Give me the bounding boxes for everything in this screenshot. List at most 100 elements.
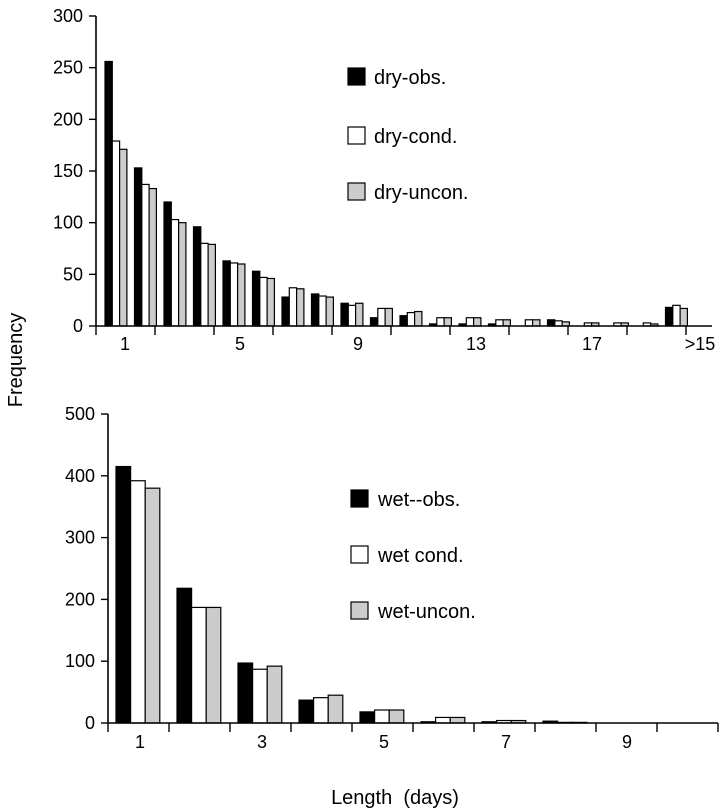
- dry-bar-0-8: [340, 302, 349, 327]
- dry-bar-1-6: [288, 287, 298, 327]
- dry-bar-2-12: [473, 317, 482, 327]
- dry-bar-2-13: [502, 319, 512, 327]
- dry-bar-1-14: [524, 319, 534, 327]
- dry-bar-0-7: [310, 293, 320, 327]
- dry-bar-2-5: [266, 277, 276, 327]
- wet-bar-1-3: [313, 697, 329, 724]
- dry-bar-0-1: [133, 167, 143, 327]
- wet-legend: wet--obs. wet cond. wet-uncon.: [350, 489, 476, 623]
- dry-x-ticks: 1 5 9 13 17 >15: [95, 326, 716, 354]
- dry-bar-0-6: [281, 296, 290, 327]
- dry-bar-2-7: [325, 296, 335, 327]
- legend-swatch-wet-obs: [350, 489, 369, 508]
- wet-bar-0-4: [359, 711, 376, 724]
- wet-bar-0-2: [237, 662, 254, 724]
- dry-x-tick-label-5: >15: [685, 334, 716, 354]
- legend-label-wet-uncon: wet-uncon.: [377, 601, 476, 623]
- x-axis-title: Length (days): [331, 787, 459, 809]
- dry-y-tick-label-2: 100: [53, 213, 83, 233]
- wet-bar-2-1: [205, 606, 222, 724]
- wet-y-tick-label-3: 300: [65, 528, 95, 548]
- wet-bar-2-3: [327, 694, 344, 724]
- wet-bar-1-2: [252, 668, 268, 724]
- dry-bar-1-1: [141, 183, 150, 327]
- y-axis-title: Frequency: [5, 313, 27, 408]
- dry-bar-2-14: [531, 319, 541, 327]
- wet-bar-1-4: [374, 709, 390, 724]
- dry-y-ticks: 0 50 100 150 200 250 300: [53, 6, 96, 336]
- dry-bar-0-5: [251, 270, 261, 327]
- dry-spell-panel: 0 50 100 150 200 250 300 1 5 9 13 17 >15 dry-obs. d…: [53, 6, 715, 354]
- dry-bar-1-10: [406, 311, 416, 327]
- dry-y-tick-label-4: 200: [53, 109, 83, 129]
- legend-swatch-dry-obs: [347, 67, 366, 86]
- dry-y-tick-label-5: 250: [53, 58, 83, 78]
- dry-bar-2-1: [148, 187, 158, 327]
- dry-bar-1-4: [229, 262, 239, 327]
- wet-bar-1-1: [191, 606, 207, 724]
- wet-y-tick-label-1: 100: [65, 651, 95, 671]
- legend-label-dry-obs: dry-obs.: [374, 67, 446, 89]
- dry-bar-1-13: [495, 319, 504, 327]
- dry-y-tick-label-6: 300: [53, 6, 83, 26]
- dry-y-tick-label-1: 50: [63, 264, 83, 284]
- dry-bar-2-0: [118, 148, 128, 327]
- dry-bar-0-19: [664, 306, 674, 327]
- dry-bar-0-0: [104, 60, 113, 327]
- wet-x-ticks: 1 3 5 7 9: [107, 723, 719, 752]
- dry-bar-2-19: [679, 307, 688, 327]
- dry-bar-1-3: [200, 242, 209, 327]
- dry-bar-1-12: [465, 317, 475, 327]
- wet-bar-2-0: [144, 487, 161, 724]
- wet-y-ticks: 0 100 200 300 400 500: [65, 404, 108, 733]
- dry-bar-1-9: [377, 307, 386, 327]
- dry-bar-1-19: [672, 304, 681, 327]
- dry-x-tick-label-1: 5: [235, 334, 245, 354]
- dry-bar-0-9: [369, 317, 379, 327]
- wet-y-tick-label-0: 0: [85, 713, 95, 733]
- wet-x-tick-label-1: 3: [257, 732, 267, 752]
- dry-bar-1-2: [170, 218, 180, 327]
- dry-x-tick-label-2: 9: [353, 334, 363, 354]
- legend-swatch-wet-uncon: [350, 601, 369, 620]
- dry-bar-1-5: [259, 276, 268, 327]
- dry-y-tick-label-3: 150: [53, 161, 83, 181]
- dry-bar-0-2: [163, 201, 172, 327]
- dry-bar-1-0: [111, 140, 121, 327]
- dry-bar-0-15: [546, 319, 556, 327]
- wet-bar-2-5: [449, 716, 466, 724]
- dry-bar-1-7: [318, 295, 327, 327]
- dry-bar-2-2: [178, 222, 187, 327]
- legend-swatch-dry-uncon: [347, 182, 366, 201]
- dry-bar-2-10: [414, 310, 423, 327]
- dry-legend: dry-obs. dry-cond. dry-uncon.: [347, 67, 469, 204]
- wet-y-tick-label-4: 400: [65, 466, 95, 486]
- legend-label-wet-obs: wet--obs.: [377, 489, 460, 511]
- wet-x-tick-label-4: 9: [622, 732, 632, 752]
- dry-x-tick-label-4: 17: [582, 334, 602, 354]
- dry-x-tick-label-0: 1: [120, 334, 130, 354]
- dry-bar-2-9: [384, 307, 394, 327]
- wet-bar-2-2: [266, 665, 283, 724]
- wet-x-tick-label-0: 1: [135, 732, 145, 752]
- wet-x-tick-label-2: 5: [379, 732, 389, 752]
- legend-swatch-dry-cond: [347, 126, 366, 145]
- wet-bar-0-1: [176, 587, 193, 724]
- legend-label-dry-cond: dry-cond.: [374, 126, 457, 148]
- dry-bar-2-11: [443, 317, 453, 327]
- wet-bar-1-5: [435, 716, 451, 724]
- dry-bar-2-6: [296, 288, 305, 327]
- dry-bar-1-8: [347, 304, 357, 327]
- dry-y-tick-label-0: 0: [73, 316, 83, 336]
- dry-bar-2-8: [355, 302, 364, 327]
- dry-bar-0-10: [399, 315, 408, 327]
- legend-swatch-wet-cond: [350, 545, 369, 564]
- dry-x-tick-label-3: 13: [466, 334, 486, 354]
- dry-bar-0-4: [222, 260, 231, 327]
- legend-label-dry-uncon: dry-uncon.: [374, 182, 469, 204]
- dry-bars: [104, 60, 688, 327]
- wet-bar-2-4: [388, 709, 405, 724]
- dry-bar-2-3: [207, 243, 217, 327]
- legend-label-wet-cond: wet cond.: [377, 545, 464, 567]
